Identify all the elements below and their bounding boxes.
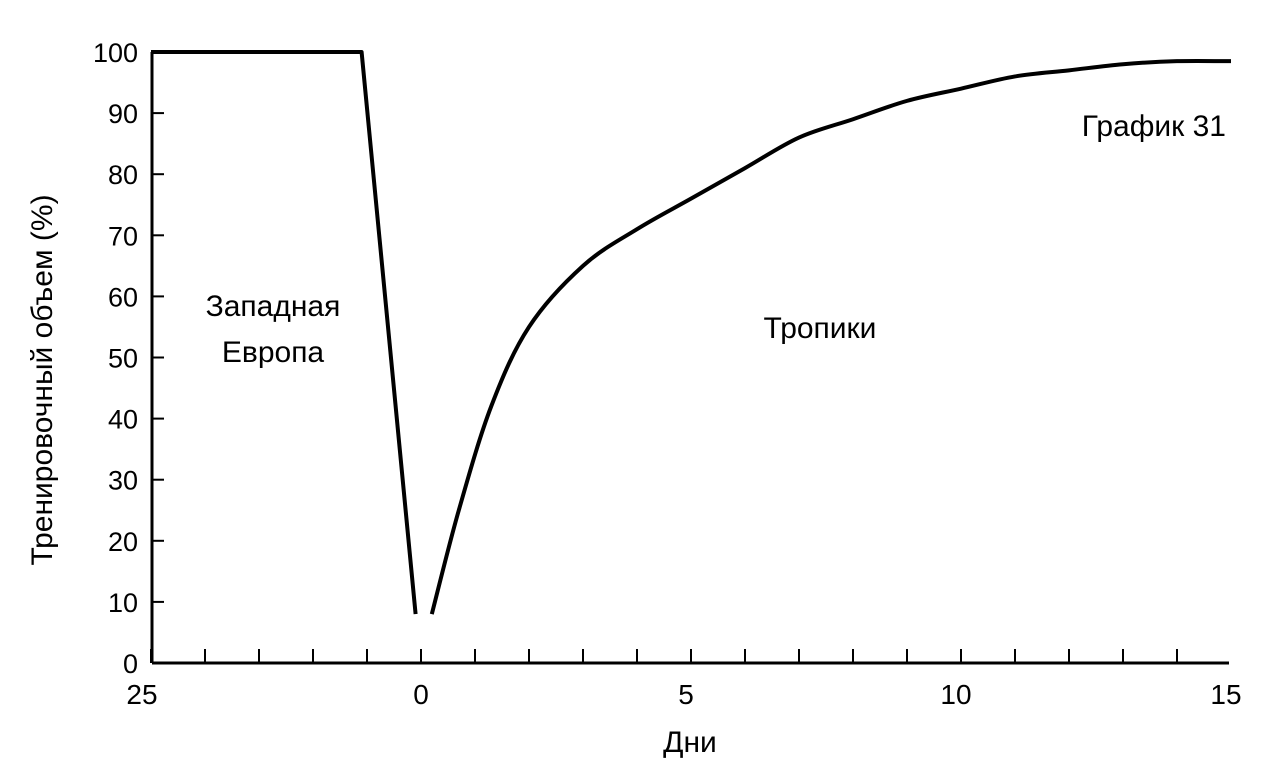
x-tick-label-0: 0 — [413, 679, 429, 710]
y-ticks: 0 10 20 30 40 50 60 70 80 90 100 — [93, 38, 164, 679]
x-tick-label-10: 10 — [940, 679, 971, 710]
annotation-tropics: Тропики — [764, 312, 877, 345]
x-tick-label-5: 5 — [678, 679, 694, 710]
y-tick-label-60: 60 — [108, 282, 138, 312]
y-tick-label-100: 100 — [93, 38, 138, 68]
x-axis-title: Дни — [663, 726, 717, 759]
annotation-western-europe-line1: Западная — [206, 290, 341, 323]
annotation-western-europe-line2: Европа — [222, 336, 325, 369]
y-tick-label-80: 80 — [108, 160, 138, 190]
x-tick-label-25: 25 — [126, 679, 157, 710]
y-tick-label-10: 10 — [108, 588, 138, 618]
y-tick-label-90: 90 — [108, 99, 138, 129]
series-line-after — [429, 58, 1232, 615]
y-tick-label-50: 50 — [108, 344, 138, 374]
y-axis-title: Тренировочный объем (%) — [26, 194, 59, 565]
series-line-before — [151, 50, 418, 615]
x-tick-label-15: 15 — [1210, 679, 1241, 710]
y-tick-label-30: 30 — [108, 466, 138, 496]
y-tick-label-20: 20 — [108, 527, 138, 557]
series — [151, 50, 1232, 615]
y-tick-label-0: 0 — [123, 649, 138, 679]
y-tick-label-40: 40 — [108, 405, 138, 435]
annotation-graph-number: График 31 — [1082, 110, 1226, 143]
x-ticks — [150, 649, 1178, 663]
y-tick-label-70: 70 — [108, 221, 138, 251]
